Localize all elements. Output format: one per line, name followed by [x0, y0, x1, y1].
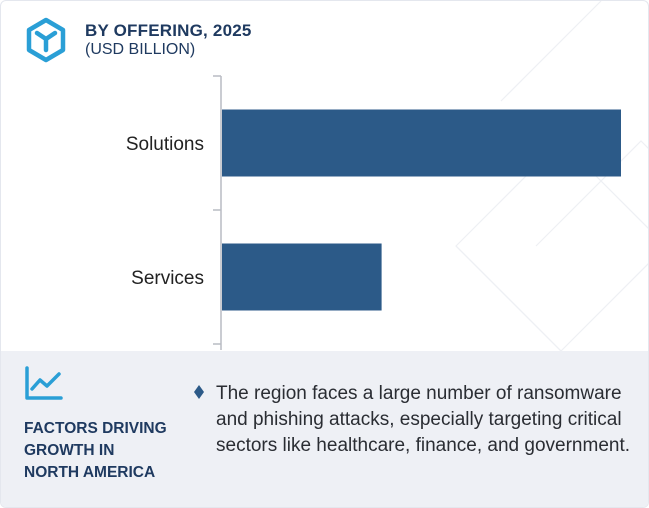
hexagon-cube-logo-icon	[26, 17, 66, 63]
diamond-bullet-icon	[194, 385, 204, 399]
chart-title: BY OFFERING, 2025	[85, 21, 252, 40]
bar-solutions	[222, 109, 621, 177]
factor-bullet-text: The region faces a large number of ranso…	[216, 383, 631, 456]
factors-title: FACTORS DRIVING GROWTH IN NORTH AMERICA	[24, 420, 167, 481]
category-label: Services	[131, 268, 204, 289]
factors-panel: FACTORS DRIVING GROWTH IN NORTH AMERICA …	[1, 351, 648, 507]
chart-subtitle: (USD BILLION)	[85, 41, 196, 58]
bar-chart: Solutions Services	[126, 75, 621, 350]
category-label: Solutions	[126, 134, 204, 155]
bar-services	[222, 243, 382, 311]
trend-line-icon	[25, 366, 63, 400]
